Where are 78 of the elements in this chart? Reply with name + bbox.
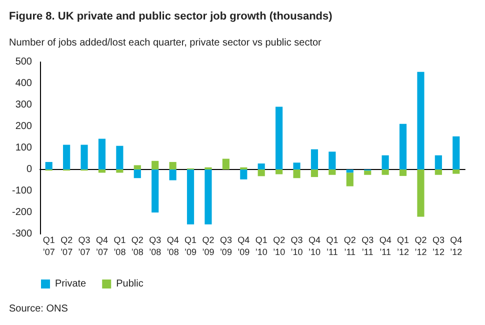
chart-subtitle: Number of jobs added/lost each quarter, private sector vs public sector — [9, 38, 322, 48]
y-tick-label: -200 — [12, 207, 32, 218]
bar — [98, 138, 106, 170]
x-tick-label: Q4 ’12 — [450, 235, 462, 257]
chart-title: Figure 8. UK private and public sector job growth (thousands) — [9, 10, 333, 22]
bar — [116, 170, 124, 173]
legend-label: Public — [116, 278, 144, 290]
bar — [222, 158, 230, 170]
bar — [328, 170, 336, 175]
x-tick-label: Q2 ’11 — [344, 235, 356, 257]
x-tick-label: Q3 ’11 — [362, 235, 374, 257]
bar — [134, 165, 141, 170]
bar — [399, 124, 407, 170]
bar — [293, 170, 300, 178]
bar — [152, 170, 159, 212]
x-tick-label: Q1 ’12 — [397, 235, 410, 257]
bar — [293, 162, 300, 170]
bar — [328, 152, 336, 170]
legend-label: Private — [55, 278, 87, 290]
bar — [417, 72, 424, 170]
bar — [45, 162, 52, 170]
x-tick-label: Q1 ’10 — [255, 235, 268, 257]
source-note: Source: ONS — [9, 304, 68, 314]
bar — [452, 136, 460, 170]
bar — [310, 149, 318, 170]
x-tick-label: Q2 ’08 — [131, 235, 144, 257]
bar — [169, 162, 176, 170]
x-tick-label: Q3 ’12 — [432, 235, 444, 257]
bar — [276, 106, 283, 170]
x-tick-label: Q4 ’11 — [379, 235, 392, 257]
x-tick-label: Q2 ’07 — [60, 235, 73, 257]
y-tick-label: -300 — [12, 228, 32, 240]
x-tick-label: Q1 ’09 — [184, 235, 197, 257]
bar — [80, 144, 88, 170]
bar — [98, 170, 106, 173]
x-tick-label: Q3 ’07 — [78, 235, 90, 257]
bar — [169, 170, 176, 180]
x-tick-label: Q3 ’09 — [220, 235, 232, 257]
bar — [204, 170, 212, 224]
bar — [258, 163, 265, 170]
y-tick-label: 0 — [26, 164, 32, 175]
x-tick-label: Q2 ’12 — [414, 235, 427, 257]
bar — [434, 155, 442, 170]
x-tick-label: Q4 ’09 — [238, 235, 250, 257]
bar — [152, 160, 159, 170]
bar — [399, 170, 407, 176]
x-tick-label: Q4 ’10 — [308, 235, 320, 257]
bar — [240, 170, 248, 180]
x-tick-label: Q3 ’08 — [149, 235, 162, 257]
bar — [417, 170, 424, 217]
x-tick-label: Q2 ’10 — [273, 235, 286, 257]
bar — [310, 170, 318, 178]
y-tick-label: 100 — [15, 142, 32, 154]
y-tick-label: 300 — [15, 100, 32, 110]
bar — [434, 170, 442, 175]
x-tick-label: Q3 ’10 — [290, 235, 303, 257]
bar — [63, 144, 70, 170]
bar — [186, 170, 194, 224]
y-tick-label: 500 — [15, 56, 32, 68]
x-tick-label: Q2 ’09 — [202, 235, 214, 257]
bar — [382, 155, 389, 170]
bar — [276, 170, 283, 174]
bar — [134, 170, 141, 178]
bar — [364, 170, 372, 175]
bar — [116, 146, 124, 170]
bar — [346, 170, 354, 173]
bar — [346, 172, 354, 186]
bar — [382, 170, 389, 175]
x-tick-label: Q4 ’08 — [166, 235, 179, 257]
bar — [258, 170, 265, 176]
x-tick-label: Q4 ’07 — [96, 235, 108, 257]
y-tick-label: 400 — [15, 78, 32, 89]
x-tick-label: Q1 ’11 — [326, 235, 338, 257]
y-tick-label: -100 — [12, 186, 32, 196]
x-tick-label: Q1 ’08 — [114, 235, 126, 257]
x-tick-label: Q1 ’07 — [42, 235, 55, 257]
bar — [452, 170, 460, 174]
y-tick-label: 200 — [15, 121, 32, 132]
